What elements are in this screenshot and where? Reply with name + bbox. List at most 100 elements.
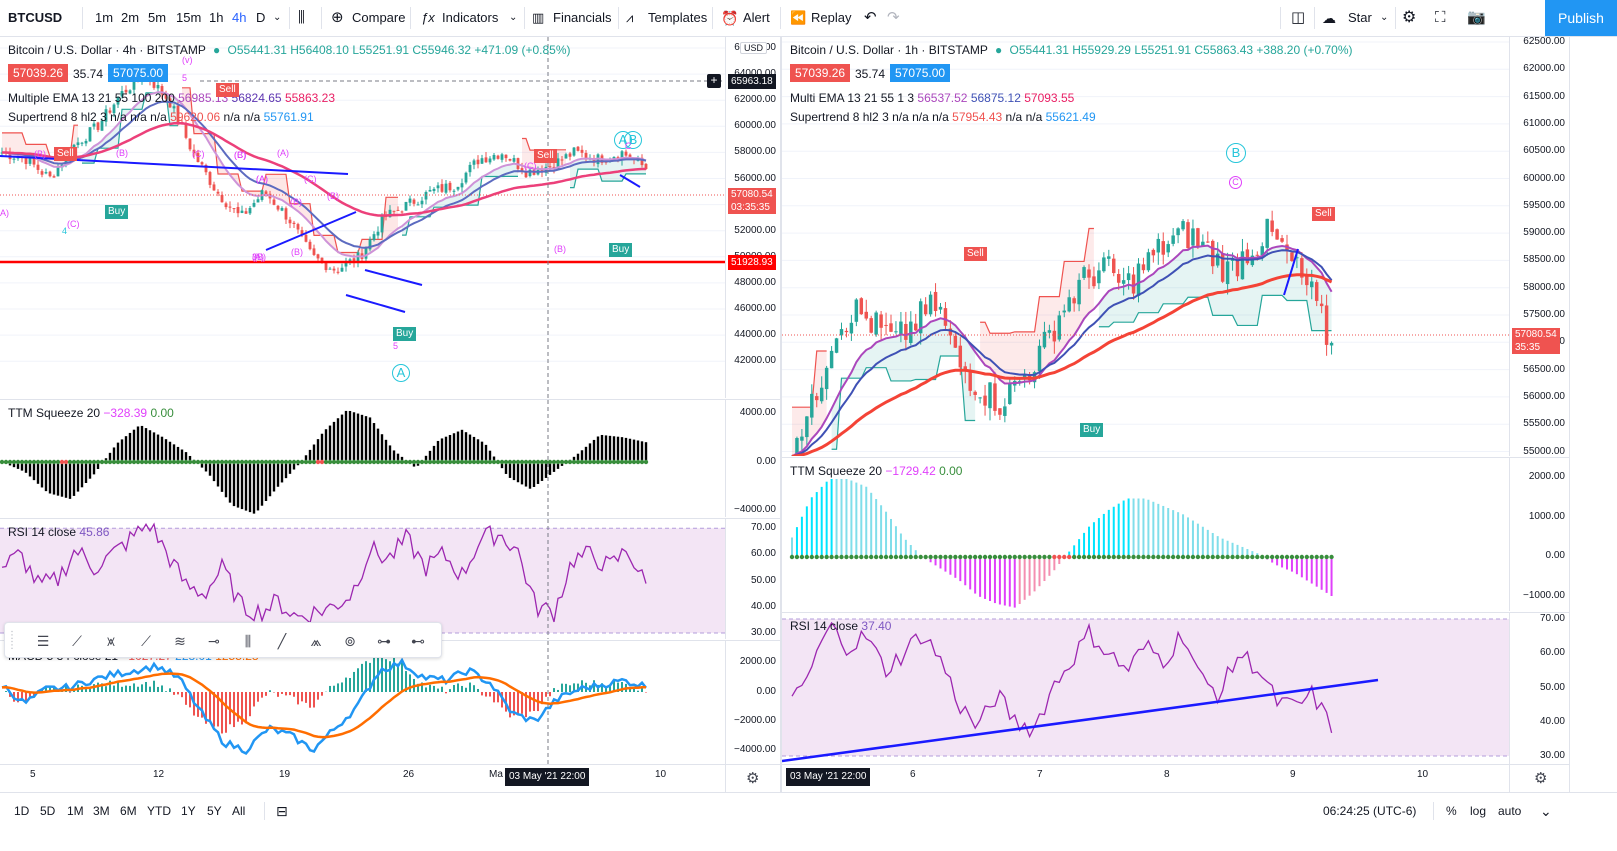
right-rsi-axis[interactable]: 70.00 60.00 50.00 40.00 30.00 xyxy=(1509,612,1569,764)
right-price-chart[interactable] xyxy=(782,37,1509,456)
supertrend-legend[interactable]: Supertrend 8 hl2 3 n/a n/a n/a 57954.43 … xyxy=(790,110,1096,124)
interval-2m[interactable]: 2m xyxy=(121,10,140,25)
left-rsi-axis[interactable]: 70.00 60.00 50.00 40.00 30.00 xyxy=(725,518,780,639)
sell-price-badge[interactable]: 57039.26 xyxy=(8,64,69,82)
ema-legend[interactable]: Multi EMA 13 21 55 1 3 56537.52 56875.12… xyxy=(790,91,1074,105)
right-price-pane[interactable]: Bitcoin / U.S. Dollar · 1h · BITSTAMP ● … xyxy=(782,37,1509,456)
replay-icon[interactable]: ⏪ xyxy=(790,10,807,25)
left-rsi-pane[interactable]: RSI 14 close 45.86 xyxy=(0,518,725,639)
signal-sell[interactable]: Sell xyxy=(534,149,557,163)
chevron-down-icon[interactable]: ⌄ xyxy=(1540,803,1552,819)
left-macd-axis[interactable]: 2000.00 0.00 −2000.00 −4000.00 xyxy=(725,640,780,764)
vertical-bars-icon[interactable]: ⫼ xyxy=(244,633,252,649)
templates-button[interactable]: Templates xyxy=(648,10,708,25)
menu-lines-icon[interactable]: ☰ xyxy=(36,633,50,649)
indicators-button[interactable]: Indicators xyxy=(442,10,499,25)
filter-lines-icon[interactable]: ⊷ xyxy=(411,633,425,649)
currency-label[interactable]: USD xyxy=(740,42,768,54)
signal-label[interactable]: Buy xyxy=(1080,423,1104,437)
abc-wave-icon[interactable]: ⩙ xyxy=(107,633,115,649)
chart-divider[interactable] xyxy=(780,37,782,792)
elliott-wave-icon[interactable]: ⟋ xyxy=(72,633,82,649)
bar-chart-icon[interactable]: ▥ xyxy=(532,10,545,25)
chevron-down-icon[interactable]: ⌄ xyxy=(509,12,518,23)
interval-4h[interactable]: 4h xyxy=(232,10,247,25)
templates-icon[interactable]: ⩘ xyxy=(626,10,634,25)
line-tool-icon[interactable]: ╱ xyxy=(277,633,287,649)
percent-toggle[interactable]: % xyxy=(1446,804,1457,818)
star-button[interactable]: Star xyxy=(1348,10,1372,25)
buy-price-badge[interactable]: 57075.00 xyxy=(890,64,951,82)
right-rsi-chart[interactable] xyxy=(782,613,1509,764)
ema-legend[interactable]: Multiple EMA 13 21 55 100 200 56985.13 5… xyxy=(8,91,335,105)
camera-icon[interactable]: 📷 xyxy=(1467,9,1486,26)
pattern-icon[interactable]: ⩕ xyxy=(310,633,322,649)
right-time-axis[interactable]: 6 7 8 9 10 03 May '21 22:00 xyxy=(782,764,1509,792)
right-squeeze-axis[interactable]: 2000.00 1000.00 0.00 −1000.00 xyxy=(1509,457,1569,611)
undo-icon[interactable]: ↶ xyxy=(864,9,877,26)
left-macd-chart[interactable] xyxy=(0,641,725,764)
signal-label[interactable]: Sell xyxy=(1312,207,1335,221)
range-5d[interactable]: 5D xyxy=(40,804,56,818)
squeeze-legend[interactable]: TTM Squeeze 20 −328.39 0.00 xyxy=(8,406,174,420)
chevron-down-icon[interactable]: ⌄ xyxy=(1380,12,1389,23)
signal-buy[interactable]: Buy xyxy=(105,205,129,219)
interval-d[interactable]: D xyxy=(256,10,266,25)
left-squeeze-axis[interactable]: 4000.00 0.00 −4000.00 xyxy=(725,399,780,517)
layout-icon[interactable]: ◫ xyxy=(1291,9,1306,26)
right-squeeze-chart[interactable] xyxy=(782,458,1509,611)
settings-lines-icon[interactable]: ⊶ xyxy=(377,633,391,649)
range-3m[interactable]: 3M xyxy=(93,804,110,818)
go-to-date-icon[interactable]: ⊟ xyxy=(276,803,288,819)
publish-button[interactable]: Publish xyxy=(1545,0,1617,36)
right-chart-title[interactable]: Bitcoin / U.S. Dollar · 1h · BITSTAMP xyxy=(790,43,988,57)
right-rsi-pane[interactable]: RSI 14 close 37.40 xyxy=(782,612,1509,764)
fx-icon[interactable]: ƒx xyxy=(421,10,435,25)
clock-time[interactable]: 06:24:25 (UTC-6) xyxy=(1323,804,1417,818)
plus-circle-icon[interactable]: ⊕ xyxy=(331,9,344,26)
auto-toggle[interactable]: auto xyxy=(1498,804,1522,818)
range-1y[interactable]: 1Y xyxy=(181,804,196,818)
range-6m[interactable]: 6M xyxy=(120,804,137,818)
left-macd-pane[interactable]: MACD 5 34 close 21 −1027.27 228.01 1255.… xyxy=(0,640,725,764)
trend-line-icon[interactable]: ⟋ xyxy=(141,633,151,649)
financials-button[interactable]: Financials xyxy=(553,10,612,25)
buy-price-badge[interactable]: 57075.00 xyxy=(108,64,169,82)
range-1d[interactable]: 1D xyxy=(14,804,30,818)
interval-5m[interactable]: 5m xyxy=(148,10,167,25)
right-price-axis[interactable]: 62500.00 62000.00 61500.00 61000.00 60500.00… xyxy=(1509,37,1569,456)
signal-sell[interactable]: Sell xyxy=(216,83,239,97)
gear-icon[interactable]: ⚙ xyxy=(1402,9,1417,26)
gear-icon[interactable]: ⚙ xyxy=(1534,770,1548,787)
range-5y[interactable]: 5Y xyxy=(207,804,222,818)
left-rsi-chart[interactable] xyxy=(0,519,725,639)
cloud-icon[interactable]: ☁ xyxy=(1322,10,1336,26)
interval-15m[interactable]: 15m xyxy=(176,10,202,25)
interval-1m[interactable]: 1m xyxy=(95,10,114,25)
symbol-search[interactable]: BTCUSD xyxy=(8,10,63,25)
redo-icon[interactable]: ↷ xyxy=(887,9,900,26)
left-squeeze-pane[interactable]: TTM Squeeze 20 −328.39 0.00 xyxy=(0,399,725,517)
gear-icon[interactable]: ⚙ xyxy=(746,770,760,787)
rsi-legend[interactable]: RSI 14 close 45.86 xyxy=(8,525,109,539)
squeeze-legend[interactable]: TTM Squeeze 20 −1729.42 0.00 xyxy=(790,464,962,478)
log-toggle[interactable]: log xyxy=(1470,804,1487,818)
candles-icon[interactable]: ⫼ xyxy=(298,9,305,26)
range-1m[interactable]: 1M xyxy=(67,804,84,818)
range-ytd[interactable]: YTD xyxy=(147,804,171,818)
add-plus-icon[interactable]: + xyxy=(707,74,721,88)
left-time-axis[interactable]: 5 12 19 26 Ma 10 03 May '21 22:00 xyxy=(0,764,725,792)
horizontal-line-icon[interactable]: ⊸ xyxy=(208,633,220,649)
left-squeeze-chart[interactable] xyxy=(0,400,725,517)
right-squeeze-pane[interactable]: TTM Squeeze 20 −1729.42 0.00 xyxy=(782,457,1509,611)
alert-button[interactable]: Alert xyxy=(743,10,770,25)
replay-button[interactable]: Replay xyxy=(811,10,852,25)
signal-label[interactable]: Sell xyxy=(964,247,987,261)
range-all[interactable]: All xyxy=(232,804,246,818)
rsi-legend[interactable]: RSI 14 close 37.40 xyxy=(790,619,891,633)
left-price-axis[interactable]: 66000.0064000.0062000.0060000.0058000.00… xyxy=(725,37,780,398)
drag-handle-icon[interactable]: ⋮ ⋮ xyxy=(7,630,17,651)
fullscreen-icon[interactable]: ⛶ xyxy=(1435,9,1446,26)
supertrend-legend[interactable]: Supertrend 8 hl2 3 n/a n/a n/a 59620.06 … xyxy=(8,110,314,124)
alarm-icon[interactable]: ⏰ xyxy=(721,10,739,26)
